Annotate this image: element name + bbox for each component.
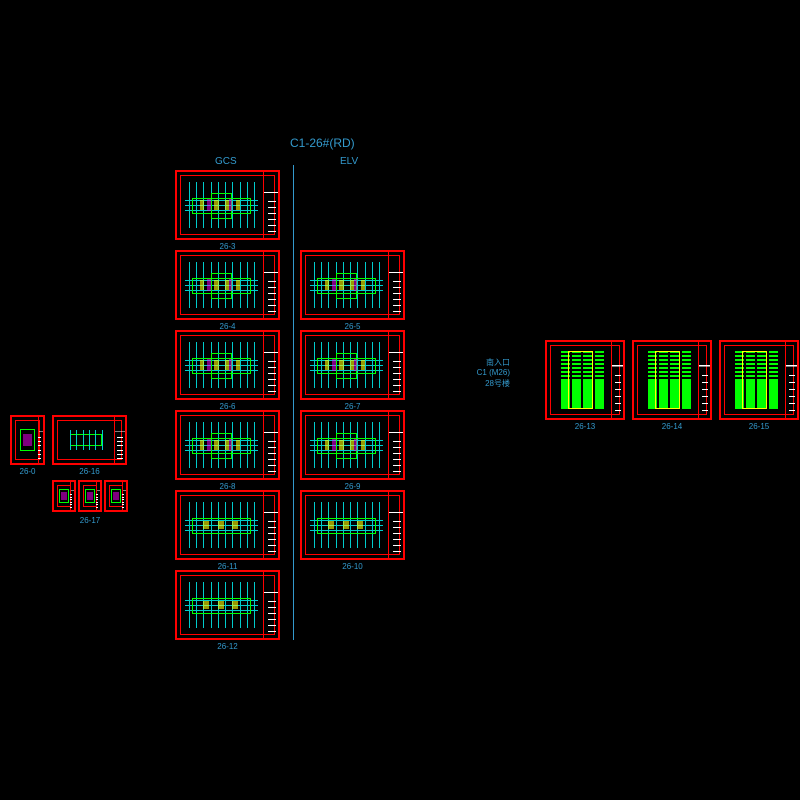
sheet-label-26-16: 26-16: [79, 467, 99, 476]
sheet-26-17-b: [78, 480, 102, 512]
sheet-label-26-0: 26-0: [19, 467, 35, 476]
sheet-26-3: [175, 170, 280, 240]
sheet-26-6: [175, 330, 280, 400]
sheet-26-8: [175, 410, 280, 480]
sheet-26-5: [300, 250, 405, 320]
sheet-26-11: [175, 490, 280, 560]
title: C1-26#(RD): [290, 136, 355, 150]
sheet-label-26-14: 26-14: [662, 422, 682, 431]
sheet-26-17-c: [104, 480, 128, 512]
sheet-26-7: [300, 330, 405, 400]
sheet-label-26-17: 26-17: [80, 516, 100, 525]
sheet-26-0: [10, 415, 45, 465]
sheet-label-26-12: 26-12: [217, 642, 237, 651]
sheet-26-15: [719, 340, 799, 420]
col-gcs: GCS: [215, 156, 237, 167]
side-label: 南入口C1 (M26)28号楼: [470, 358, 510, 389]
sheet-26-10: [300, 490, 405, 560]
sheet-26-14: [632, 340, 712, 420]
sheet-label-26-15: 26-15: [749, 422, 769, 431]
sheet-26-16: [52, 415, 127, 465]
sheet-26-13: [545, 340, 625, 420]
col-elv: ELV: [340, 156, 358, 167]
sheet-26-9: [300, 410, 405, 480]
sheet-26-12: [175, 570, 280, 640]
sheet-label-26-13: 26-13: [575, 422, 595, 431]
sheet-label-26-10: 26-10: [342, 562, 362, 571]
sheet-26-17-a: [52, 480, 76, 512]
sheet-26-4: [175, 250, 280, 320]
column-divider: [293, 165, 294, 640]
